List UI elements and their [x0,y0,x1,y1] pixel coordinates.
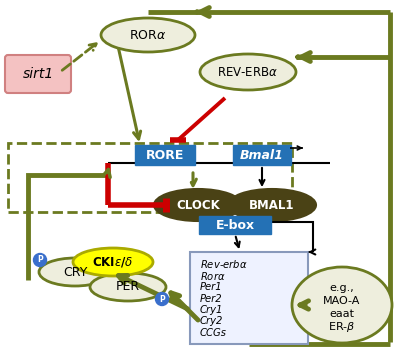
Circle shape [156,292,168,305]
Circle shape [34,253,46,266]
Ellipse shape [90,273,166,301]
Text: P: P [37,256,43,265]
Text: Bmal1: Bmal1 [240,149,284,161]
Text: Ror$\alpha$: Ror$\alpha$ [200,270,226,281]
Text: Per2: Per2 [200,294,223,304]
Text: RORE: RORE [146,149,184,161]
Text: CCGs: CCGs [200,328,227,338]
Text: CKI$\varepsilon$/$\delta$: CKI$\varepsilon$/$\delta$ [92,255,134,269]
Text: ROR$\alpha$: ROR$\alpha$ [129,29,167,42]
Text: PER: PER [116,281,140,294]
Text: ER-$\beta$: ER-$\beta$ [328,320,356,334]
Ellipse shape [228,189,316,221]
Text: CLOCK: CLOCK [176,198,220,212]
FancyBboxPatch shape [135,145,195,165]
Text: Rev-erb$\alpha$: Rev-erb$\alpha$ [200,258,248,270]
Ellipse shape [154,189,242,221]
Text: E-box: E-box [216,218,254,232]
Text: Cry2: Cry2 [200,316,223,326]
FancyBboxPatch shape [233,145,291,165]
Text: sirt1: sirt1 [22,67,54,81]
Text: REV-ERB$\alpha$: REV-ERB$\alpha$ [218,66,278,78]
Text: e.g.,: e.g., [330,283,354,293]
FancyBboxPatch shape [199,216,271,234]
Text: Per1: Per1 [200,282,223,292]
Text: CRY: CRY [63,266,87,279]
Ellipse shape [101,18,195,52]
Text: Cry1: Cry1 [200,305,223,315]
Ellipse shape [200,54,296,90]
Text: P: P [159,295,165,304]
FancyBboxPatch shape [190,252,308,344]
Ellipse shape [73,248,153,276]
Text: BMAL1: BMAL1 [249,198,295,212]
Text: MAO-A: MAO-A [323,296,361,306]
Ellipse shape [292,267,392,343]
Text: eaat: eaat [330,309,354,319]
FancyBboxPatch shape [5,55,71,93]
Ellipse shape [39,258,111,286]
